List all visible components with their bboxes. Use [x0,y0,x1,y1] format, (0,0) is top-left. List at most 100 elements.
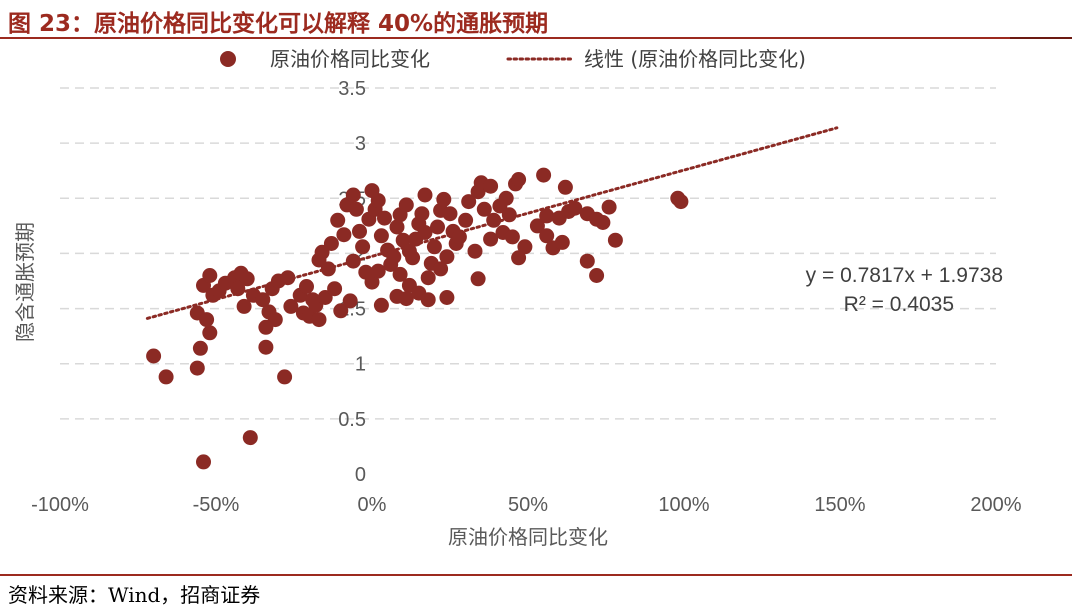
scatter-point-22 [236,298,252,314]
legend-marker-series [220,51,236,67]
scatter-point-124 [601,199,617,215]
scatter-point-25 [280,270,296,286]
scatter-point-132 [386,249,402,265]
scatter-point-44 [336,227,352,243]
y-tick-label-0: 0 [355,464,366,486]
scatter-point-51 [345,253,361,269]
scatter-point-18 [239,271,255,287]
scatter-point-90 [420,292,436,308]
scatter-point-111 [529,218,545,234]
scatter-point-127 [589,268,605,283]
scatter-point-129 [673,194,689,210]
scatter-point-53 [364,274,380,290]
x-axis-title: 原油价格同比变化 [448,525,608,549]
scatter-point-48 [348,201,364,217]
legend-label-trendline: 线性 (原油价格同比变化) [584,47,806,71]
scatter-point-0 [196,454,211,470]
scatter-point-131 [370,263,386,279]
scatter-point-100 [498,190,514,206]
scatter-point-96 [483,178,499,194]
scatter-point-66 [398,197,414,213]
scatter-point-86 [442,206,458,222]
scatter-point-82 [430,219,445,235]
x-tick-label-3: 50% [508,494,548,516]
scatter-point-31 [299,279,314,294]
trendline-r-squared: R² = 0.4035 [844,293,954,316]
scatter-point-88 [439,249,455,265]
figure-title: 图 23：原油价格同比变化可以解释 40%的通胀预期 [8,11,549,37]
scatter-point-92 [458,212,474,228]
x-tick-label-0: -100% [31,494,89,516]
legend-label-series: 原油价格同比变化 [270,47,430,71]
scatter-point-73 [417,225,433,240]
x-tick-label-4: 100% [658,494,709,516]
x-tick-label-6: 200% [970,494,1021,516]
scatter-point-49 [352,223,367,239]
x-axis-ticks: -100% -50% 0% 50% 100% 150% 200% [31,494,1022,516]
scatter-point-105 [470,271,486,287]
scatter-point-85 [417,187,433,203]
scatter-point-1 [242,430,258,446]
scatter-point-38 [327,281,343,297]
y-axis-title: 隐含通胀预期 [13,222,37,342]
scatter-point-6 [202,325,218,341]
scatter-point-93 [461,194,477,210]
scatter-point-3 [158,369,174,385]
scatter-point-120 [557,179,573,195]
scatter-point-114 [539,228,555,244]
scatter-point-37 [317,290,333,305]
x-tick-label-1: -50% [193,494,240,516]
scatter-point-67 [395,232,411,248]
scatter-point-10 [199,312,215,328]
scatter-point-72 [414,206,430,222]
scatter-point-133 [451,229,467,245]
scatter-point-45 [330,212,346,228]
scatter-point-21 [255,292,271,308]
scatter-point-107 [511,172,527,187]
title-rule-accent [1010,37,1072,39]
x-tick-label-2: 0% [358,494,387,516]
scatter-point-123 [595,215,611,230]
scatter-point-130 [439,290,455,305]
gridlines [60,87,996,420]
scatter-point-12 [202,268,218,283]
scatter-point-41 [333,303,349,319]
scatter-point-58 [373,228,389,244]
scatter-point-98 [486,212,502,228]
scatter-point-81 [426,239,442,255]
scatter-point-4 [189,360,205,376]
scatter-point-60 [364,183,380,199]
scatter-point-113 [536,167,552,183]
legend: 原油价格同比变化 线性 (原油价格同比变化) [220,47,806,71]
scatter-point-36 [311,312,327,328]
y-tick-label-4: 2 [355,243,366,265]
scatter-point-47 [345,187,361,203]
scatter-point-74 [392,266,408,282]
scatter-point-50 [355,239,371,255]
scatter-point-101 [501,207,517,223]
scatter-chart: 00.511.522.533.5 -100%-50%0%50%100%150%2… [13,47,1022,549]
scatter-point-19 [230,281,246,297]
y-tick-label-2: 1 [355,354,366,376]
y-axis-ticks: 00.511.522.533.5 [338,78,366,486]
y-tick-label-6: 3 [355,133,366,155]
scatter-point-112 [539,208,555,224]
scatter-point-103 [483,231,499,247]
scatter-point-63 [373,297,389,313]
scatter-point-77 [398,291,414,307]
scatter-point-39 [320,261,336,277]
x-tick-label-5: 150% [814,494,865,516]
scatter-point-28 [258,319,274,335]
scatter-point-125 [607,232,623,248]
scatter-point-79 [420,270,436,286]
scatter-point-8 [258,339,274,355]
scatter-point-119 [567,200,583,216]
scatter-point-109 [511,250,527,266]
scatter-point-64 [389,219,405,235]
scatter-point-43 [323,236,339,251]
scatter-point-2 [146,348,162,364]
scatter-point-5 [192,340,208,356]
scatter-point-117 [554,234,570,250]
y-tick-label-7: 3.5 [338,78,366,100]
scatter-points [146,167,689,470]
